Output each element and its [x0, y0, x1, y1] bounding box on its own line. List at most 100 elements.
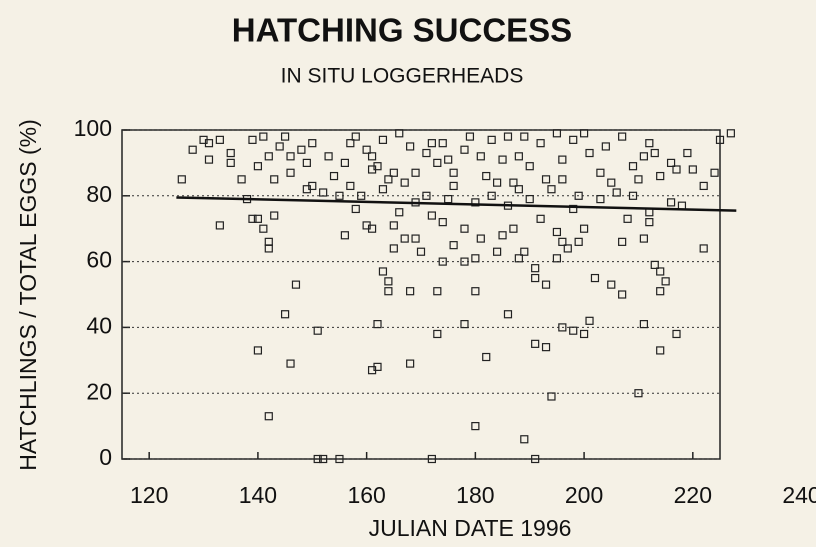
point — [308, 139, 317, 148]
point — [449, 241, 458, 250]
point — [645, 218, 654, 227]
point — [449, 168, 458, 177]
point — [286, 359, 295, 368]
plot-frame — [121, 129, 721, 460]
point — [612, 188, 621, 197]
point — [438, 139, 447, 148]
point — [590, 273, 600, 283]
point — [726, 129, 735, 138]
point — [552, 129, 562, 138]
point — [514, 254, 523, 263]
point — [585, 316, 594, 325]
point — [650, 260, 659, 269]
point — [226, 158, 235, 167]
point — [215, 221, 224, 230]
point — [346, 139, 355, 148]
point — [558, 237, 567, 246]
x-tick-label: 160 — [347, 482, 385, 508]
point — [286, 152, 295, 161]
point — [248, 135, 257, 144]
y-axis-label: HATCHLINGS / TOTAL EGGS (%) — [15, 119, 41, 470]
point — [710, 168, 719, 177]
point — [433, 329, 442, 339]
point — [270, 175, 279, 184]
point — [525, 194, 534, 204]
point — [329, 171, 339, 181]
point — [656, 267, 665, 276]
point — [656, 346, 665, 355]
point — [656, 287, 665, 296]
point — [335, 454, 344, 464]
point — [340, 231, 349, 240]
point — [340, 158, 349, 167]
trend-line — [176, 196, 737, 212]
point — [672, 165, 681, 174]
point — [362, 145, 371, 154]
point — [683, 148, 692, 158]
point — [639, 152, 648, 161]
point — [422, 191, 431, 200]
point — [601, 142, 610, 151]
point — [411, 234, 420, 243]
point — [291, 280, 301, 289]
point — [471, 422, 480, 431]
point — [476, 152, 485, 161]
point — [552, 254, 562, 263]
point — [547, 392, 556, 401]
point — [460, 145, 469, 154]
point — [335, 191, 344, 200]
point — [639, 234, 648, 243]
x-tick-label: 180 — [456, 482, 494, 508]
point — [552, 227, 562, 237]
point — [264, 152, 273, 161]
point — [536, 214, 545, 223]
y-tick-label: 40 — [86, 312, 112, 338]
x-tick-label: 120 — [130, 482, 168, 508]
point — [411, 168, 420, 177]
point — [319, 454, 328, 464]
point — [378, 135, 388, 144]
point — [596, 168, 605, 177]
point — [563, 244, 572, 253]
y-tick-label: 20 — [86, 378, 112, 404]
point — [406, 359, 415, 368]
point — [520, 247, 529, 256]
point — [308, 181, 317, 191]
point — [444, 155, 453, 164]
point — [460, 257, 469, 266]
y-tick-label: 60 — [86, 247, 112, 273]
point — [509, 178, 518, 187]
point — [389, 168, 398, 177]
point — [460, 320, 469, 329]
point — [628, 191, 638, 200]
point — [248, 214, 257, 223]
point — [449, 181, 458, 191]
point — [204, 139, 214, 148]
point — [650, 148, 659, 158]
point — [585, 148, 594, 158]
point — [280, 132, 290, 141]
point — [395, 129, 404, 138]
point — [699, 181, 708, 191]
point — [531, 339, 540, 348]
point — [476, 234, 485, 243]
y-tick-label: 80 — [86, 181, 112, 207]
point — [297, 145, 306, 154]
point — [498, 231, 507, 240]
point — [302, 158, 311, 167]
point — [579, 224, 589, 233]
point — [541, 343, 551, 352]
point — [324, 152, 333, 161]
point — [373, 320, 382, 329]
point — [237, 175, 246, 184]
point — [672, 329, 681, 339]
point — [656, 171, 665, 181]
point — [471, 287, 480, 296]
point — [531, 454, 540, 464]
point — [579, 329, 589, 339]
point — [634, 175, 643, 184]
point — [422, 148, 431, 158]
point — [259, 224, 268, 233]
point — [270, 211, 279, 220]
point — [579, 129, 589, 138]
